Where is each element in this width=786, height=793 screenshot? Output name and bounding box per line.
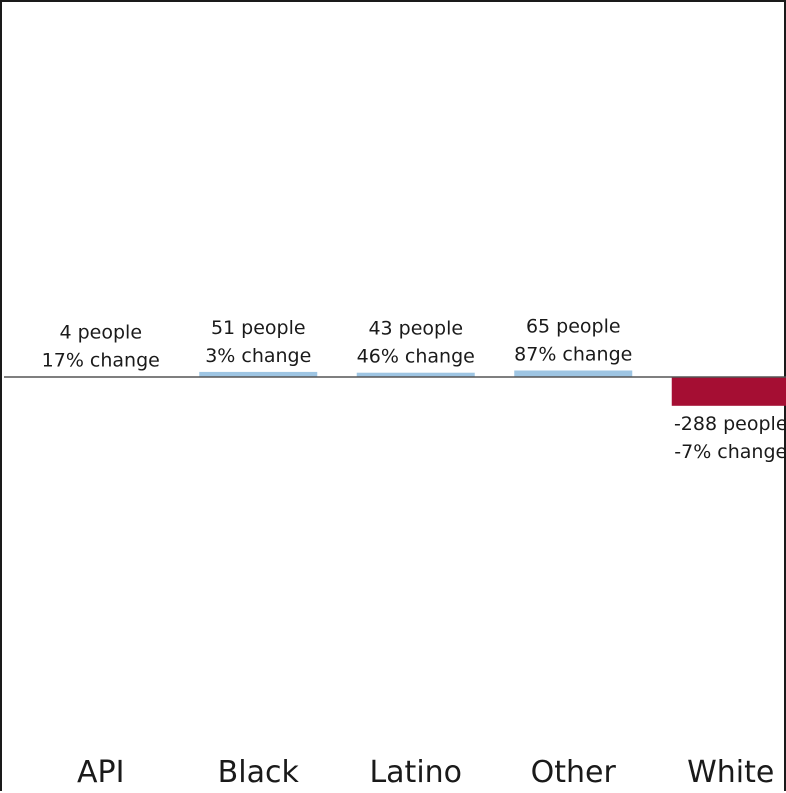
category-axis: API Black Latino Other White	[77, 755, 774, 790]
category-label-latino: Latino	[369, 755, 462, 790]
data-label-people-latino: 43 people	[368, 318, 463, 340]
bar-other	[514, 371, 632, 378]
data-label-change-other: 87% change	[514, 344, 632, 366]
bars-layer	[42, 371, 786, 406]
data-label-people-api: 4 people	[59, 322, 142, 344]
data-label-change-api: 17% change	[42, 350, 160, 372]
category-label-white: White	[687, 755, 774, 790]
bar-black	[199, 372, 317, 377]
data-label-people-black: 51 people	[211, 317, 306, 339]
data-label-change-white: -7% change	[674, 441, 786, 463]
category-label-api: API	[77, 755, 124, 790]
data-label-change-black: 3% change	[205, 345, 311, 367]
data-label-people-other: 65 people	[526, 316, 621, 338]
data-label-people-white: -288 people	[674, 413, 786, 435]
category-label-black: Black	[218, 755, 300, 790]
category-label-other: Other	[531, 755, 617, 790]
bar-white	[672, 377, 786, 406]
data-label-change-latino: 46% change	[357, 346, 475, 368]
